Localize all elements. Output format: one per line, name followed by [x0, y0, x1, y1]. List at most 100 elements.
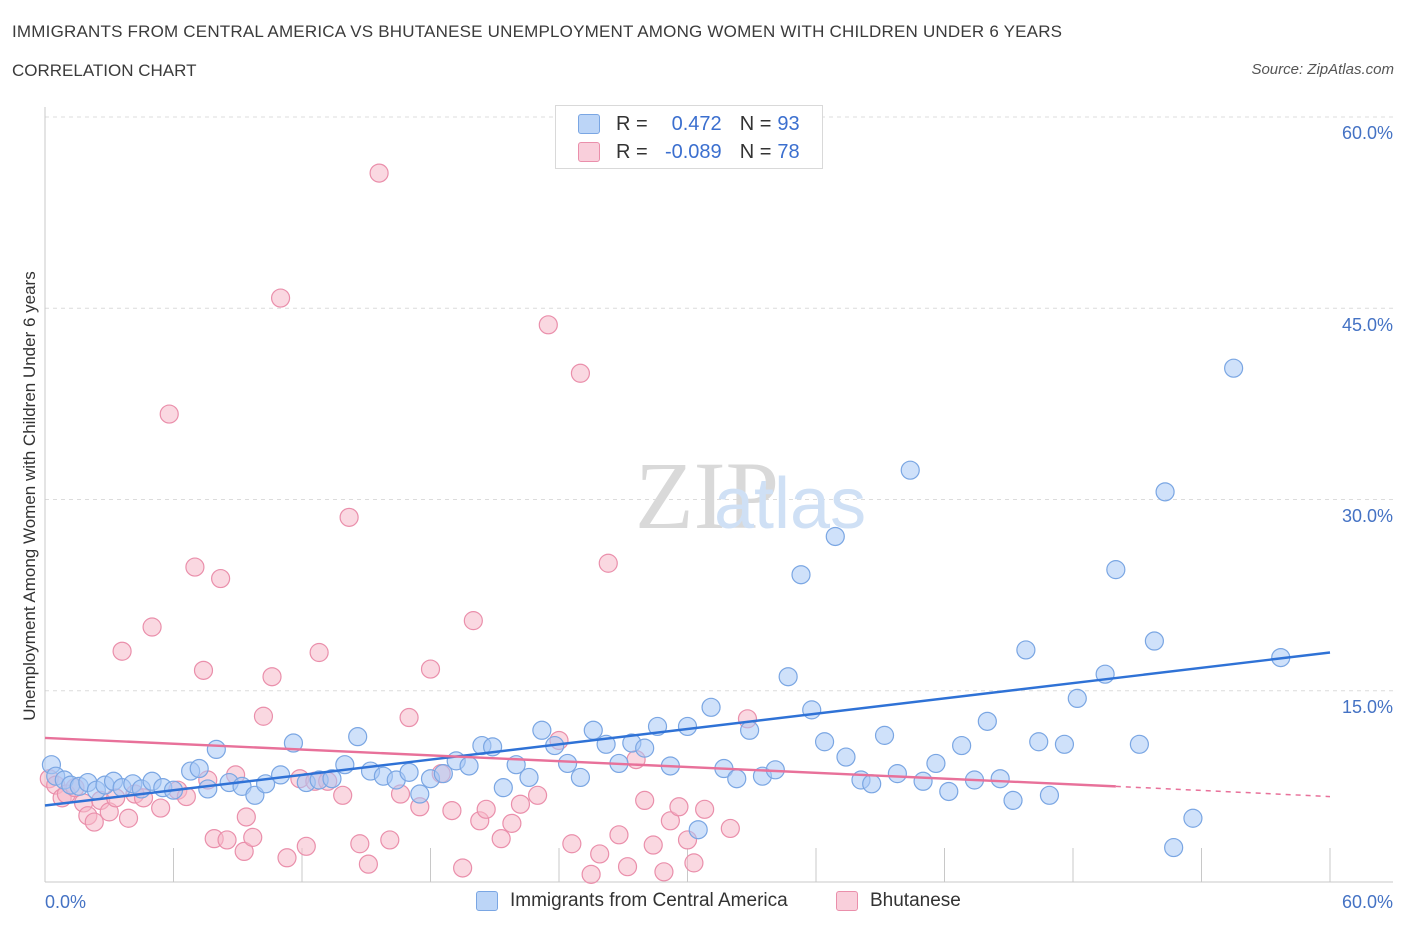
bottom-legend-central-america: Immigrants from Central America — [476, 890, 788, 912]
bhutanese-point-33 — [277, 848, 297, 868]
legend-n-label: N = — [739, 140, 772, 163]
legend-r-value: 0.472 — [671, 112, 722, 135]
bhutanese-point-11 — [112, 641, 132, 661]
central-america-point-63 — [778, 667, 798, 687]
central-america-point-18 — [206, 739, 226, 760]
bhutanese-point-67 — [617, 857, 638, 877]
y-tick-label-60: 60.0% — [1341, 123, 1393, 143]
bottom-legend-bhutanese: Bhutanese — [836, 890, 961, 912]
central-america-point-47 — [570, 767, 591, 788]
bhutanese-point-54 — [476, 799, 496, 819]
central-america-point-93 — [1164, 837, 1184, 858]
bhutanese-point-35 — [296, 836, 316, 856]
bhutanese-point-62 — [570, 363, 591, 383]
bhutanese-point-25 — [217, 830, 237, 850]
bhutanese-point-56 — [502, 813, 522, 833]
central-america-point-88 — [1106, 560, 1126, 580]
central-america-point-38 — [459, 756, 479, 776]
bhutanese-point-48 — [420, 659, 441, 679]
source-note: Source: ZipAtlas.com — [1251, 61, 1394, 78]
central-america-point-94 — [1224, 358, 1244, 378]
central-america-point-64 — [791, 565, 811, 585]
central-america-point-74 — [913, 771, 933, 791]
chart-title: IMMIGRANTS FROM CENTRAL AMERICA VS BHUTA… — [12, 22, 1063, 41]
bottom-legend-swatch-blue — [476, 891, 498, 911]
bhutanese-point-59 — [538, 315, 558, 335]
y-tick-label-45: 45.0% — [1341, 315, 1393, 335]
central-america-points — [41, 358, 1291, 858]
bhutanese-point-12 — [118, 808, 139, 828]
bhutanese-trend-line-extension — [1115, 785, 1331, 798]
central-america-point-16 — [189, 758, 209, 779]
x-tick-label-min: 0.0% — [45, 892, 87, 912]
bhutanese-point-73 — [669, 797, 689, 817]
bhutanese-point-41 — [350, 834, 370, 854]
bhutanese-point-7 — [84, 812, 104, 832]
bhutanese-point-37 — [309, 642, 329, 663]
central-america-point-48 — [583, 720, 603, 740]
central-america-point-80 — [990, 769, 1010, 789]
legend-r-value: -0.089 — [664, 140, 722, 163]
legend-r-label: R = — [616, 140, 648, 163]
central-america-point-36 — [433, 764, 453, 784]
bottom-legend-label: Immigrants from Central America — [510, 890, 788, 911]
bhutanese-point-71 — [654, 862, 674, 882]
central-america-point-76 — [939, 781, 959, 802]
central-america-point-41 — [493, 778, 513, 798]
central-america-point-24 — [283, 733, 304, 753]
bhutanese-point-32 — [270, 288, 291, 308]
bhutanese-point-39 — [333, 785, 353, 805]
central-america-point-83 — [1029, 732, 1049, 752]
central-america-point-67 — [825, 526, 845, 547]
bhutanese-point-77 — [720, 818, 740, 839]
y-tick-label-30: 30.0% — [1341, 506, 1393, 526]
central-america-point-92 — [1183, 808, 1203, 828]
legend-row-blue: R = 0.472 N = 93 — [578, 112, 800, 136]
bhutanese-point-29 — [243, 827, 263, 847]
bhutanese-point-75 — [684, 853, 704, 873]
bhutanese-point-28 — [236, 807, 256, 827]
bottom-legend-label: Bhutanese — [870, 890, 961, 911]
bhutanese-trend-line — [44, 736, 1116, 788]
central-america-point-29 — [348, 727, 368, 747]
central-america-point-46 — [557, 753, 578, 774]
central-america-point-17 — [198, 779, 218, 799]
central-america-point-73 — [900, 460, 920, 480]
central-america-point-34 — [410, 784, 430, 804]
central-america-point-57 — [701, 697, 721, 717]
central-america-point-72 — [887, 764, 907, 784]
central-america-point-84 — [1039, 785, 1060, 805]
central-america-point-59 — [727, 769, 747, 789]
bhutanese-point-57 — [510, 794, 531, 814]
central-america-point-79 — [977, 711, 997, 731]
bhutanese-point-20 — [185, 557, 205, 577]
bhutanese-point-16 — [151, 798, 171, 818]
central-america-point-70 — [862, 774, 882, 794]
central-america-point-77 — [952, 735, 972, 756]
central-america-point-71 — [874, 725, 895, 745]
legend-n-value: 93 — [777, 112, 800, 135]
central-america-point-27 — [322, 769, 342, 789]
central-america-point-55 — [677, 716, 698, 737]
legend-swatch-blue — [578, 114, 600, 134]
bottom-legend-swatch-pink — [836, 891, 858, 911]
bhutanese-point-27 — [234, 841, 254, 862]
central-america-point-23 — [270, 765, 291, 785]
bhutanese-point-66 — [609, 825, 629, 845]
central-america-trend-line — [44, 651, 1331, 807]
bhutanese-point-72 — [660, 811, 680, 831]
central-america-point-44 — [532, 720, 552, 740]
chart-subtitle: CORRELATION CHART — [12, 61, 197, 80]
bhutanese-point-55 — [491, 829, 511, 849]
central-america-point-68 — [836, 747, 856, 767]
bhutanese-point-24 — [211, 568, 231, 589]
central-america-point-91 — [1155, 482, 1175, 502]
correlation-legend: R = 0.472 N = 93 R = -0.089 N = 78 — [555, 105, 823, 169]
central-america-point-86 — [1067, 688, 1087, 709]
bhutanese-point-63 — [581, 864, 601, 884]
bhutanese-point-52 — [463, 611, 483, 631]
bhutanese-point-46 — [399, 707, 419, 728]
central-america-point-66 — [814, 732, 835, 752]
x-tick-label-max: 60.0% — [1341, 892, 1393, 912]
